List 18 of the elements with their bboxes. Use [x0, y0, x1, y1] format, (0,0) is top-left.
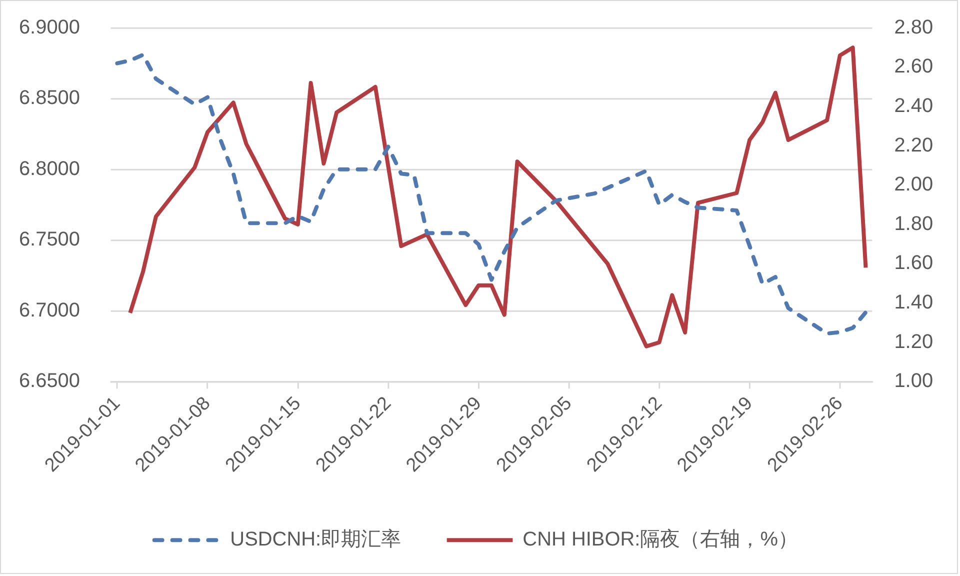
y2-tick-label: 1.20	[894, 330, 934, 353]
y-tick-label: 6.8500	[18, 87, 80, 110]
y2-tick-label: 2.60	[894, 56, 934, 78]
y-tick-label: 6.7000	[18, 299, 80, 322]
y-tick-label: 6.7500	[18, 228, 80, 251]
y2-tick-label: 1.40	[894, 292, 934, 314]
y2-tick-label: 2.40	[894, 95, 934, 118]
y2-tick-label: 1.60	[894, 252, 934, 274]
y2-tick-label: 2.80	[894, 16, 934, 38]
y-tick-label: 6.9000	[18, 16, 80, 38]
y2-tick-label: 1.00	[894, 370, 934, 392]
y-tick-label: 6.6500	[18, 370, 80, 392]
y2-tick-label: 2.20	[894, 134, 934, 156]
y-tick-label: 6.8000	[18, 158, 80, 180]
y2-tick-label: 2.00	[894, 174, 934, 196]
legend-label: USDCNH:即期汇率	[230, 528, 402, 551]
y2-tick-label: 1.80	[894, 212, 934, 235]
legend-label: CNH HIBOR:隔夜（右轴，%）	[522, 528, 798, 551]
